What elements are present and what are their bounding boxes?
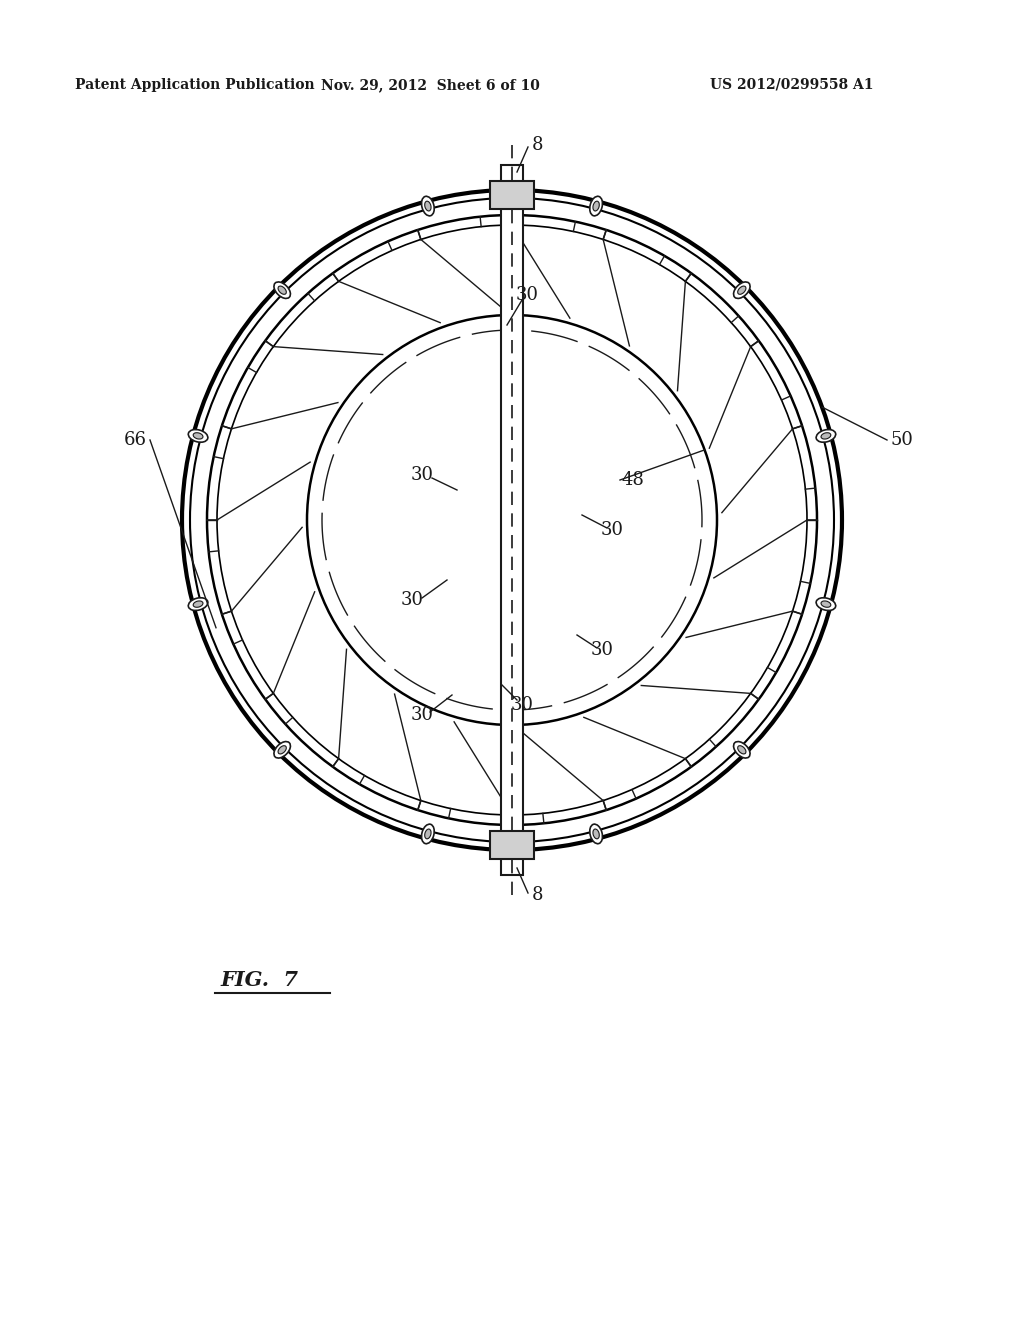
Text: 30: 30 — [411, 706, 433, 723]
Ellipse shape — [816, 429, 836, 442]
Bar — [490, 832, 534, 859]
Text: Patent Application Publication: Patent Application Publication — [75, 78, 314, 92]
Ellipse shape — [188, 598, 208, 610]
Ellipse shape — [821, 433, 830, 440]
Ellipse shape — [590, 824, 602, 843]
Ellipse shape — [821, 601, 830, 607]
Text: 30: 30 — [591, 642, 613, 659]
Text: Nov. 29, 2012  Sheet 6 of 10: Nov. 29, 2012 Sheet 6 of 10 — [321, 78, 540, 92]
Text: 30: 30 — [511, 696, 534, 714]
Ellipse shape — [737, 286, 745, 294]
Ellipse shape — [279, 746, 287, 754]
Text: US 2012/0299558 A1: US 2012/0299558 A1 — [710, 78, 873, 92]
Bar — [490, 181, 534, 209]
Text: 30: 30 — [515, 286, 539, 304]
Ellipse shape — [593, 201, 599, 211]
Text: 30: 30 — [400, 591, 424, 609]
Ellipse shape — [274, 282, 291, 298]
Ellipse shape — [733, 742, 750, 758]
Text: 30: 30 — [600, 521, 624, 539]
Ellipse shape — [194, 433, 203, 440]
Text: 30: 30 — [411, 466, 433, 484]
Ellipse shape — [422, 197, 434, 216]
Text: 66: 66 — [124, 432, 147, 449]
Ellipse shape — [422, 824, 434, 843]
Ellipse shape — [279, 286, 287, 294]
Ellipse shape — [816, 598, 836, 610]
Ellipse shape — [590, 197, 602, 216]
Text: 8: 8 — [532, 136, 544, 154]
Ellipse shape — [733, 282, 750, 298]
Ellipse shape — [274, 742, 291, 758]
Text: 48: 48 — [622, 471, 645, 488]
Ellipse shape — [425, 829, 431, 838]
Ellipse shape — [194, 601, 203, 607]
Ellipse shape — [737, 746, 745, 754]
Ellipse shape — [425, 201, 431, 211]
Text: FIG.  7: FIG. 7 — [220, 970, 298, 990]
Text: 8: 8 — [532, 886, 544, 904]
Bar — [501, 165, 523, 875]
Text: 50: 50 — [890, 432, 912, 449]
Ellipse shape — [188, 429, 208, 442]
Ellipse shape — [593, 829, 599, 838]
